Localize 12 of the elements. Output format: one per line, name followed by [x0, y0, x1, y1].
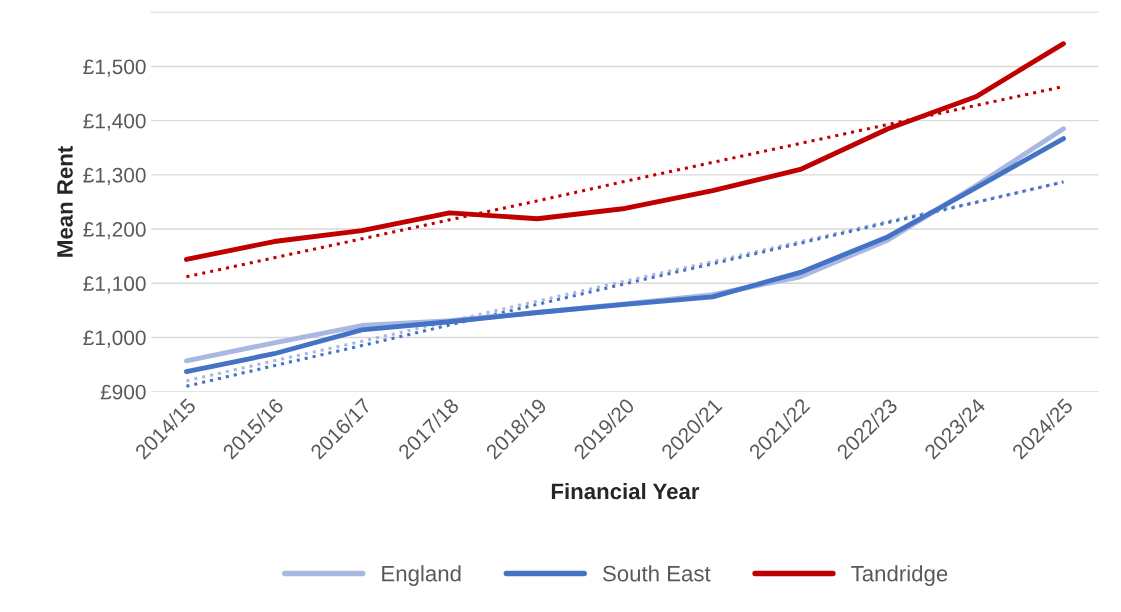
- y-tick-label: £1,100: [83, 276, 146, 294]
- y-tick-label: £1,000: [83, 330, 146, 348]
- x-axis-title: Financial Year: [551, 482, 700, 500]
- legend-label: South East: [602, 565, 711, 582]
- y-tick-label: £1,500: [83, 59, 146, 77]
- legend-label: England: [382, 565, 461, 586]
- y-tick-label: £1,400: [83, 113, 146, 131]
- legend-label: Tandridge: [851, 565, 948, 586]
- y-axis-title: Mean Rent: [57, 146, 73, 257]
- y-tick-label: £1,300: [83, 167, 146, 186]
- y-tick-label: £900: [100, 384, 146, 400]
- y-tick-label: £1,200: [83, 222, 146, 240]
